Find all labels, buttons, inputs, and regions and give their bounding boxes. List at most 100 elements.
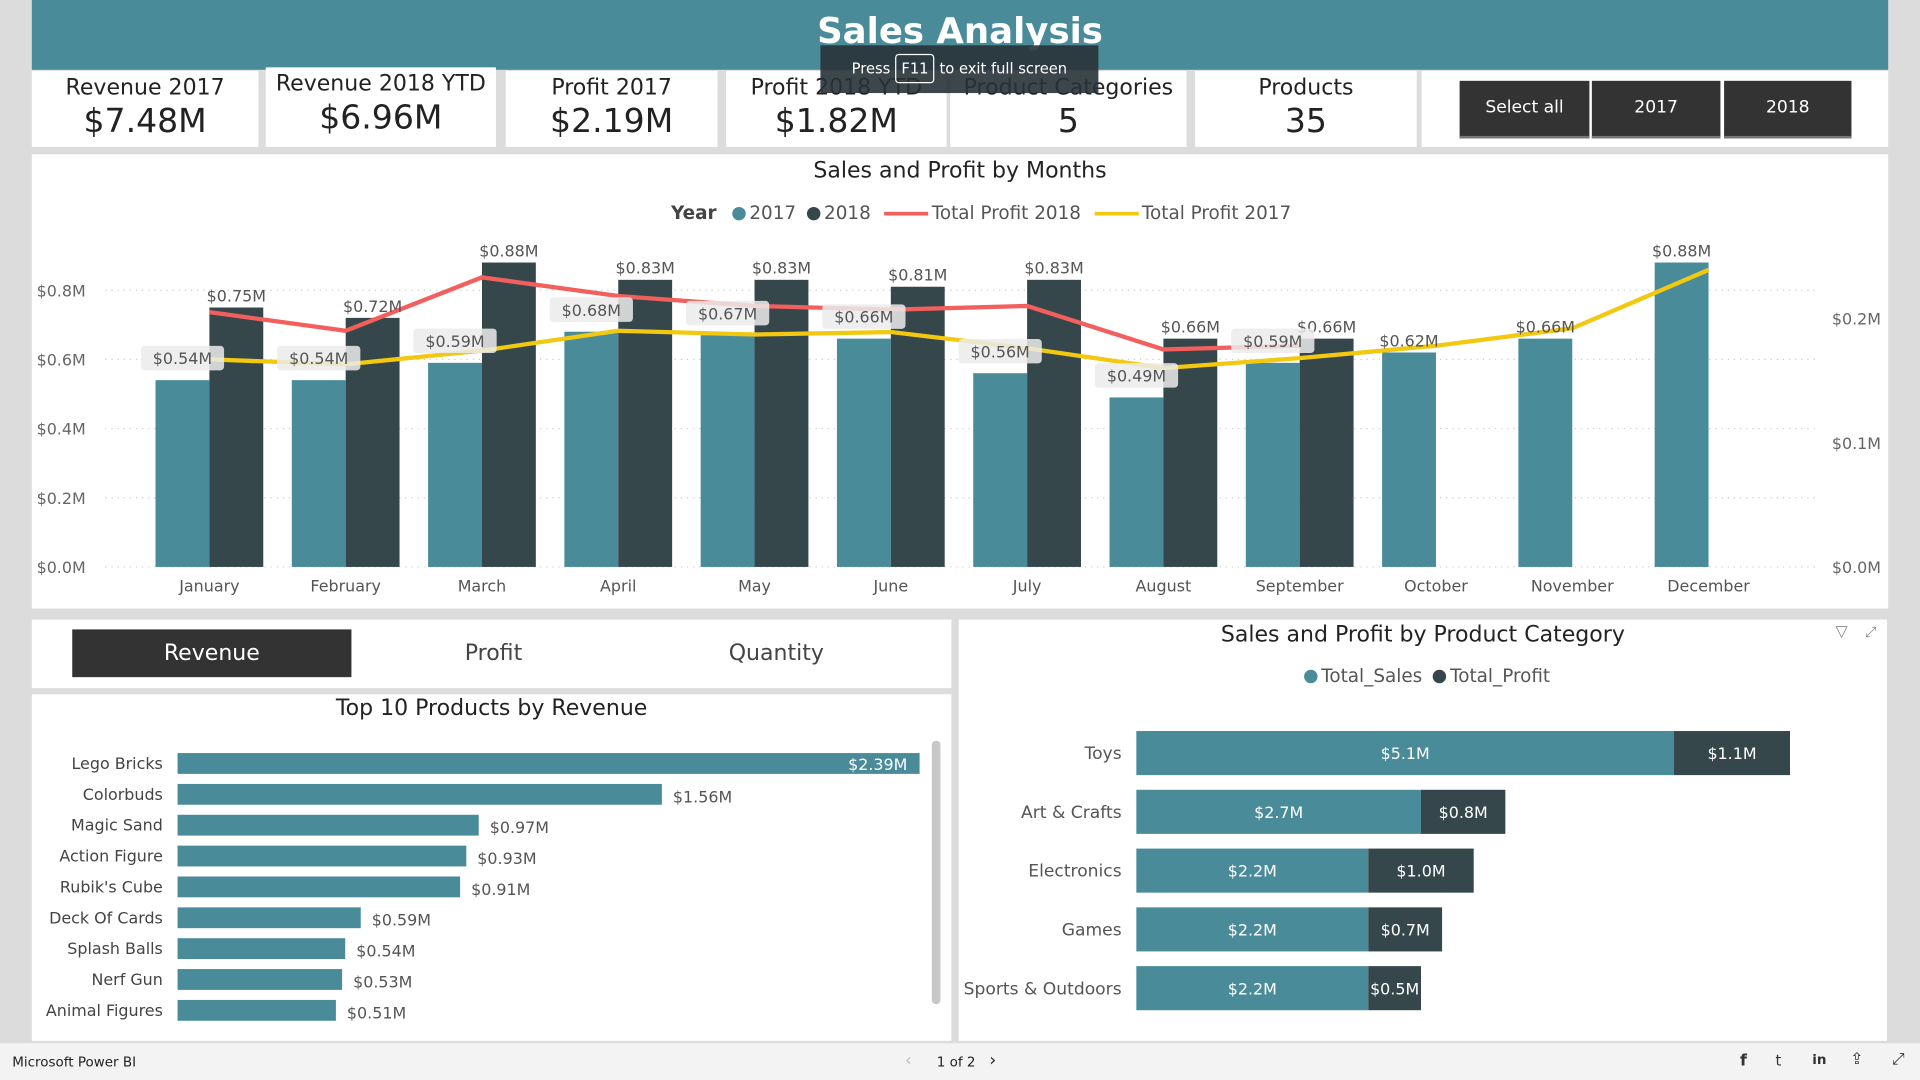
data-label-2018: $0.83M xyxy=(752,259,811,278)
legend-dot-icon xyxy=(732,206,746,221)
legend-dot-icon xyxy=(1304,669,1318,684)
previous-page-button[interactable]: ‹ xyxy=(904,1050,912,1071)
sales-bar xyxy=(1136,848,1369,893)
kpi-label: Profit 2017 xyxy=(551,74,672,101)
data-label-bg xyxy=(140,345,225,371)
slicer-select-all-button[interactable]: Select all xyxy=(1459,80,1590,139)
profit-value-label: $0.8M xyxy=(1439,803,1488,822)
top-products-plot: Lego Bricks $2.39M Colorbuds $1.56M Magic Sa… xyxy=(46,753,920,1022)
profit-bar xyxy=(1368,966,1421,1011)
legend-title: Year xyxy=(671,202,717,225)
category-label: Games xyxy=(1062,921,1122,941)
focus-mode-icon[interactable]: ⤢ xyxy=(1864,623,1877,641)
x-tick-label: August xyxy=(1136,576,1192,595)
tab-profit[interactable]: Profit xyxy=(464,640,523,667)
profit-bar xyxy=(1368,907,1443,952)
data-label-2018: $0.83M xyxy=(616,259,675,278)
fullscreen-hint-toast: Press F11 to exit full screen xyxy=(820,45,1099,94)
product-bar xyxy=(177,753,920,774)
profit-value-label: $1.0M xyxy=(1396,862,1445,881)
data-label-2017: $0.88M xyxy=(1652,241,1711,260)
x-tick-label: January xyxy=(178,576,239,595)
legend-item-total-profit[interactable]: Total_Profit xyxy=(1428,665,1550,687)
x-tick-label: September xyxy=(1256,576,1344,595)
product-bar xyxy=(177,938,346,960)
profit-value-label: $1.1M xyxy=(1707,744,1756,763)
scrollbar[interactable] xyxy=(931,740,941,1005)
bar-2017 xyxy=(155,380,210,567)
data-label-2017: $0.67M xyxy=(698,304,757,323)
product-bar xyxy=(177,814,479,836)
sales-bar xyxy=(1136,731,1675,776)
kpi-value: $1.82M xyxy=(774,102,898,141)
linkedin-share-icon[interactable]: in xyxy=(1812,1051,1827,1068)
bar-2017 xyxy=(1654,262,1709,567)
product-value-label: $0.59M xyxy=(372,911,431,930)
legend-item-total-sales[interactable]: Total_Sales xyxy=(1304,665,1422,687)
slicer-2018-button[interactable]: 2018 xyxy=(1724,80,1852,139)
sales-value-label: $2.2M xyxy=(1228,921,1277,940)
sales-value-label: $2.2M xyxy=(1228,862,1277,881)
y-tick-label: $0.6M xyxy=(37,351,86,370)
product-bar xyxy=(177,845,467,867)
footer-bar: Microsoft Power BI ‹ 1 of 2 › f t in ⇪ ⤢ xyxy=(0,1043,1920,1080)
product-value-label: $0.93M xyxy=(477,849,536,868)
y-tick-label: $0.2M xyxy=(37,489,86,508)
product-bar xyxy=(177,907,361,929)
kpi-label: Products xyxy=(1258,74,1354,101)
y2-tick-label: $0.0M xyxy=(1832,558,1881,577)
fullscreen-icon[interactable]: ⤢ xyxy=(1891,1050,1905,1069)
legend-label: Total Profit 2018 xyxy=(931,202,1081,225)
legend-item-2018[interactable]: 2018 xyxy=(802,202,871,224)
hint-press: Press xyxy=(851,60,891,78)
bar-2017 xyxy=(836,338,891,567)
kpi-value: $7.48M xyxy=(83,102,207,141)
profit-bar xyxy=(1368,848,1474,893)
bar-2017 xyxy=(973,373,1028,567)
brand-label: Microsoft Power BI xyxy=(12,1054,137,1071)
share-icon[interactable]: ⇪ xyxy=(1850,1050,1864,1069)
bar-2018 xyxy=(754,279,809,567)
sales-bar xyxy=(1136,907,1369,952)
kpi-label: Revenue 2018 YTD xyxy=(275,71,486,97)
bar-2017 xyxy=(1382,352,1436,567)
data-label-2017: $0.66M xyxy=(1516,318,1575,337)
x-tick-label: March xyxy=(458,576,507,595)
kpi-card-products: Products 35 xyxy=(1195,71,1417,147)
data-label-2018: $0.66M xyxy=(1161,318,1220,337)
product-label: Deck Of Cards xyxy=(49,908,163,927)
x-tick-label: July xyxy=(1012,576,1042,595)
y-tick-label: $0.4M xyxy=(37,420,86,439)
profit-value-label: $0.5M xyxy=(1370,979,1419,998)
profit-bar xyxy=(1674,731,1790,776)
product-label: Colorbuds xyxy=(83,785,163,804)
x-tick-label: June xyxy=(873,576,909,595)
slicer-2017-button[interactable]: 2017 xyxy=(1591,80,1721,139)
data-label-2017: $0.66M xyxy=(834,308,893,327)
bar-2017 xyxy=(564,331,619,567)
data-label-2018: $0.88M xyxy=(479,241,538,260)
data-label-bg xyxy=(958,338,1042,364)
tab-quantity[interactable]: Quantity xyxy=(728,640,824,667)
tab-revenue[interactable]: Revenue xyxy=(72,629,352,678)
next-page-button[interactable]: › xyxy=(989,1050,997,1071)
twitter-share-icon[interactable]: t xyxy=(1775,1051,1782,1069)
data-label-bg xyxy=(685,300,770,326)
facebook-share-icon[interactable]: f xyxy=(1740,1051,1747,1071)
legend-item-profit-2018[interactable]: Total Profit 2018 xyxy=(877,202,1081,224)
product-label: Magic Sand xyxy=(71,816,163,835)
x-tick-label: February xyxy=(310,576,380,595)
data-label-bg xyxy=(277,345,361,371)
product-bar xyxy=(177,876,461,898)
legend-item-profit-2017[interactable]: Total Profit 2017 xyxy=(1087,202,1291,224)
y-tick-label: $0.8M xyxy=(37,281,86,300)
data-label-2018: $0.72M xyxy=(343,297,402,316)
legend-item-2017[interactable]: 2017 xyxy=(722,202,796,224)
data-label-bg xyxy=(413,328,497,354)
chart-title: Sales and Profit by Months xyxy=(813,157,1107,184)
data-label-bg xyxy=(1231,328,1315,354)
filter-icon[interactable]: ▽ xyxy=(1835,623,1848,642)
data-label-2017: $0.54M xyxy=(289,349,348,368)
months-chart-plot: $0.0M $0.2M $0.4M $0.6M $0.8M $0.0M $0.1M $0.2M… xyxy=(37,241,1881,595)
